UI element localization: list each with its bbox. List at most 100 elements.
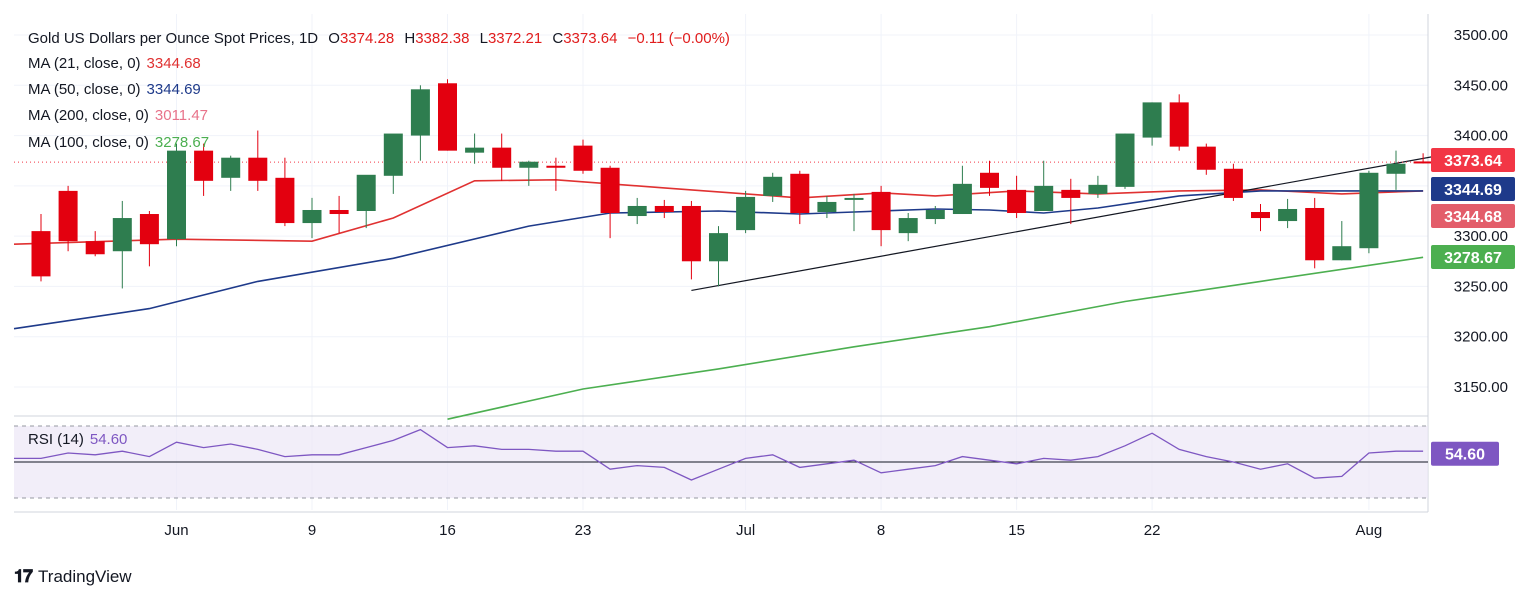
candle [709, 226, 728, 287]
date-tick-label: Jul [736, 522, 755, 539]
candle [1413, 153, 1433, 164]
candle-body [1251, 212, 1270, 219]
candle [1115, 133, 1135, 189]
candle-body [58, 190, 78, 242]
rsi-label: RSI (14) [28, 431, 84, 448]
rsi-pane [14, 425, 1428, 499]
candle [681, 200, 701, 280]
candle-body [329, 209, 349, 215]
candle [194, 143, 214, 196]
candle-body [519, 161, 539, 168]
date-tick-label: 22 [1144, 522, 1161, 539]
candle [952, 165, 972, 215]
price-tag-label: 3344.68 [1444, 209, 1502, 226]
candle [465, 133, 485, 164]
candle-body [194, 150, 214, 181]
candle [356, 174, 376, 229]
candle [600, 165, 620, 239]
candle [871, 185, 891, 247]
date-tick-label: 15 [1008, 522, 1025, 539]
candle [1061, 178, 1081, 225]
candle-body [1196, 146, 1216, 170]
date-tick-label: 9 [308, 522, 316, 539]
candle-body [167, 150, 186, 240]
tradingview-brand[interactable]: 𝟏𝟕 TradingView [14, 566, 132, 587]
candle-body [736, 196, 756, 231]
price-tick-label: 3400.00 [1454, 128, 1508, 145]
candle-body [139, 214, 159, 245]
candle [1088, 175, 1108, 198]
candle [1278, 198, 1298, 229]
candle-body [844, 197, 864, 200]
ma21-line [13, 178, 1424, 245]
candle [1196, 143, 1216, 175]
candle [1386, 150, 1406, 190]
ma100-value: 3278.67 [154, 134, 210, 151]
price-tag [1431, 204, 1515, 228]
candle [329, 195, 349, 234]
price-tags: 3373.64 3344.69 3344.68 3278.67 54.60 [1431, 148, 1515, 466]
candle-body [492, 147, 512, 168]
price-tag [1431, 245, 1515, 269]
candle [1332, 221, 1352, 261]
candle-body [871, 191, 891, 231]
candle-body [438, 83, 457, 151]
price-tag [1431, 148, 1515, 172]
date-tick-label: Jun [164, 522, 188, 539]
candle-body [1332, 246, 1352, 261]
candle [546, 157, 566, 191]
candle [1223, 163, 1243, 201]
candle-body [1305, 207, 1325, 261]
candle [790, 170, 810, 225]
candle-body [1142, 102, 1162, 138]
legend-ma50: MA (50, close, 0) 3344.69 [28, 81, 207, 99]
price-tag-label: 3373.64 [1444, 153, 1502, 170]
candle-body [410, 89, 430, 136]
ohlc-open: O3374.28 [328, 30, 395, 47]
ma200-value: 3011.47 [154, 107, 208, 124]
header-legend: Gold US Dollars per Ounce Spot Prices, 1… [28, 30, 736, 48]
ma21-value: 3344.68 [146, 55, 201, 72]
candle-body [790, 173, 810, 214]
price-tick-label: 3500.00 [1454, 27, 1508, 44]
symbol-title: Gold US Dollars per Ounce Spot Prices, 1… [28, 30, 319, 47]
rsi-value: 54.60 [89, 431, 128, 448]
trendline [691, 148, 1478, 292]
price-tick-label: 3200.00 [1454, 329, 1508, 346]
tradingview-logo-icon: 𝟏𝟕 [14, 566, 33, 586]
ohlc-close: C3373.64 [552, 30, 618, 47]
candle [1305, 197, 1325, 269]
candle-body [1061, 189, 1081, 198]
candle-body [383, 133, 403, 176]
candle-body [925, 209, 945, 220]
candle [410, 85, 430, 161]
candle [275, 157, 295, 227]
candle-body [600, 167, 620, 214]
candle-body [952, 183, 972, 215]
candle-body [709, 233, 728, 262]
legend-rsi: RSI (14) 54.60 [28, 431, 133, 449]
date-tick-label: 23 [575, 522, 592, 539]
candle [817, 195, 837, 219]
legend-ma21: MA (21, close, 0) 3344.68 [28, 55, 207, 73]
candle-body [275, 177, 295, 224]
candle-body [573, 145, 593, 171]
candle-body [1359, 172, 1379, 249]
candle-body [1115, 133, 1135, 187]
candle-body [1278, 208, 1298, 222]
candle-body [1223, 168, 1243, 198]
candle-body [817, 201, 837, 213]
legend-ma200: MA (200, close, 0) 3011.47 [28, 107, 214, 125]
candle [112, 200, 132, 289]
candle-body [356, 174, 376, 211]
candle-body [898, 218, 918, 234]
candle [844, 193, 864, 232]
candle [1034, 160, 1054, 211]
date-tick-label: 16 [439, 522, 456, 539]
candle-body [112, 218, 132, 252]
date-tick-label: 8 [877, 522, 885, 539]
price-tick-label: 3150.00 [1454, 379, 1508, 396]
candle [58, 185, 78, 252]
ohlc-high: H3382.38 [404, 30, 470, 47]
ma21-label: MA (21, close, 0) [28, 55, 141, 72]
